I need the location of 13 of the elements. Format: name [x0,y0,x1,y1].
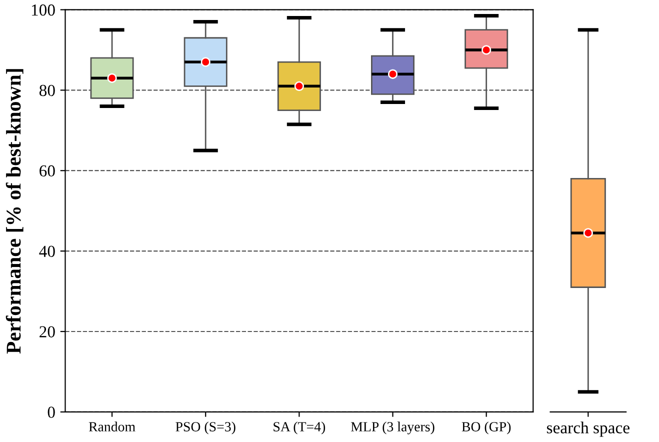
y-tick-label: 20 [40,326,55,338]
y-tick-label: 0 [48,406,55,418]
x-tick-label: MLP (3 layers) [350,422,434,434]
x-tick-label: PSO (S=3) [176,422,236,434]
x-tick-label: BO (GP) [462,422,511,434]
y-tick-label: 100 [32,4,55,16]
y-axis-title: Performance [% of best-known] [6,69,24,354]
y-tick-label: 80 [39,84,55,96]
x-tick-label: SA (T=4) [274,422,326,434]
x-tick-label: Random [88,422,136,432]
x-tick-label: search space [546,422,630,437]
y-tick-label: 60 [40,165,55,177]
y-tick-label: 40 [39,246,55,258]
